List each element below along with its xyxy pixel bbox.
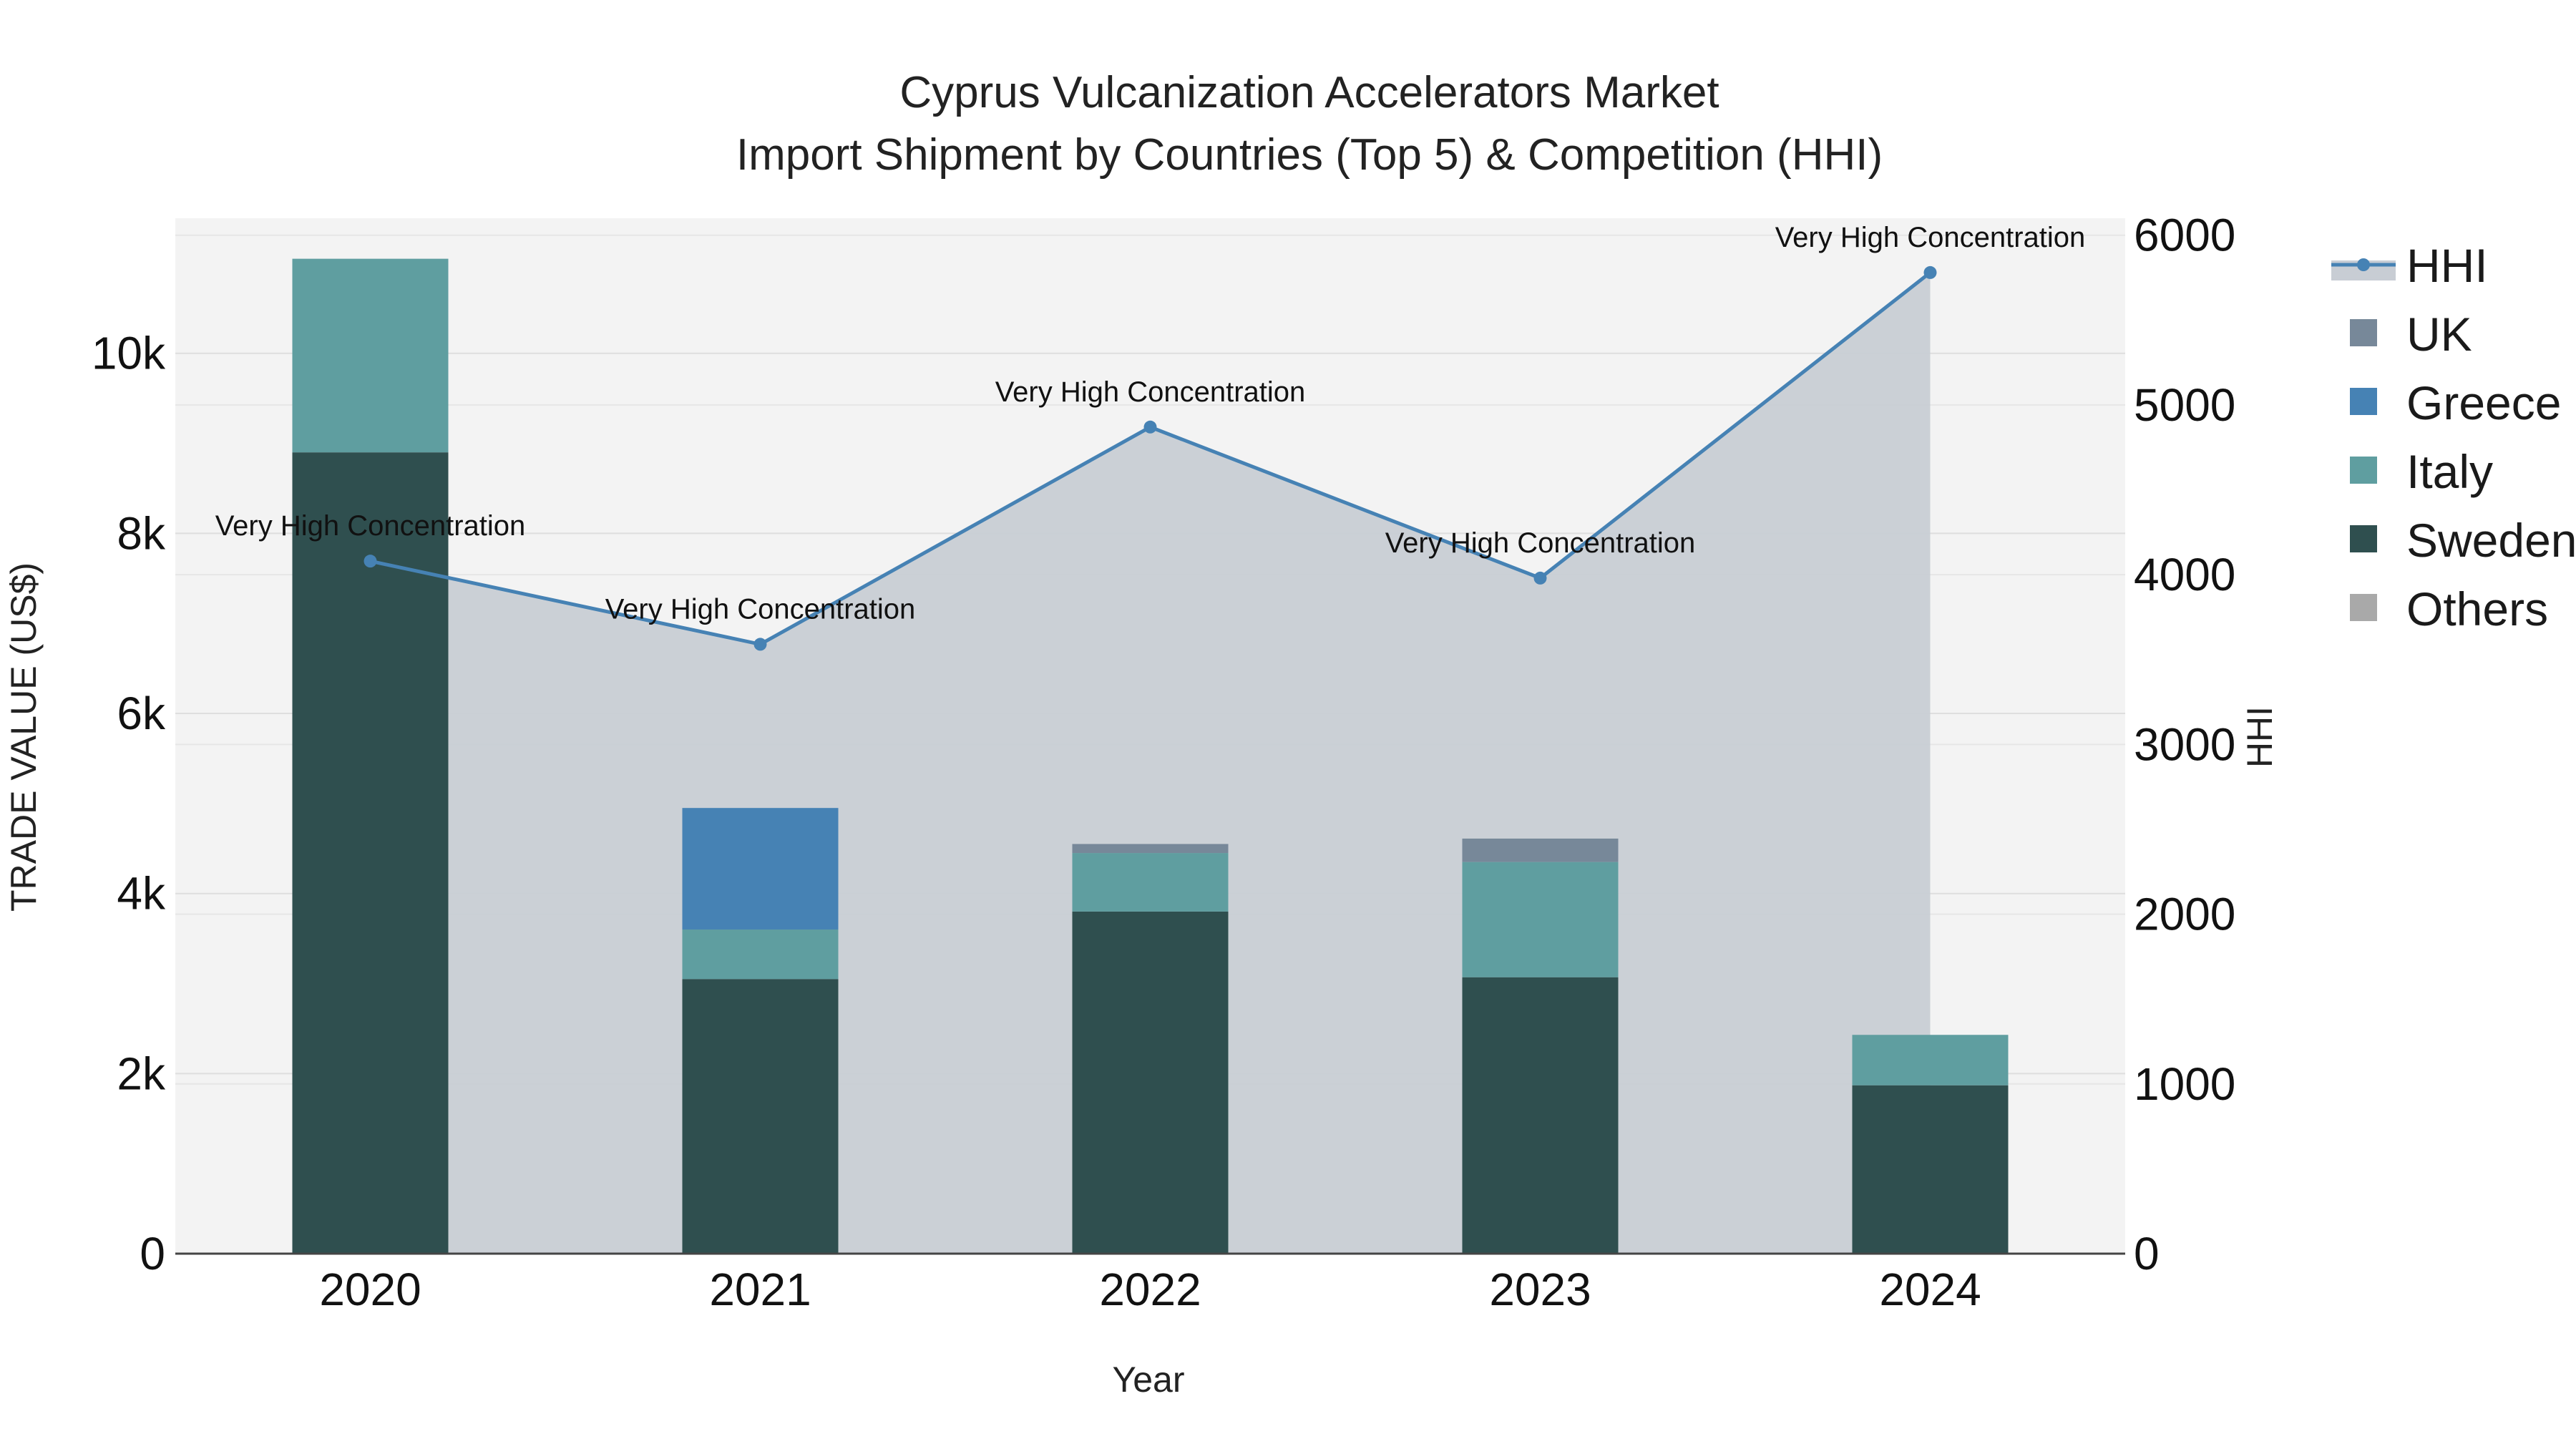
bar-uk-2022: [1072, 844, 1229, 854]
legend-label-hhi: HHI: [2406, 239, 2488, 292]
legend-swatch-hhi-marker: [2357, 258, 2370, 271]
bar-uk-2023: [1462, 838, 1619, 862]
bar-italy-2020: [292, 258, 449, 453]
x-axis-title: Year: [1112, 1360, 1184, 1400]
legend-label-greece: Greece: [2406, 376, 2561, 429]
legend-swatch-italy: [2350, 457, 2377, 484]
bar-sweden-2022: [1072, 911, 1229, 1254]
x-axis-ticks: 2020 2021 2022 2023 2024: [319, 1264, 1981, 1315]
x-tick-label: 2023: [1489, 1264, 1591, 1315]
hhi-annotation-2020: Very High Concentration: [215, 510, 526, 542]
y2-tick-label: 2000: [2134, 889, 2235, 940]
legend-swatch-greece: [2350, 388, 2377, 415]
y2-tick-label: 3000: [2134, 718, 2235, 770]
hhi-marker-2024: [1923, 265, 1937, 279]
bar-sweden-2023: [1462, 977, 1619, 1254]
y2-axis-ticks: 0 1000 2000 3000 4000 5000 6000: [2134, 210, 2235, 1279]
hhi-marker-2023: [1533, 571, 1547, 585]
y-tick-label: 2k: [117, 1048, 166, 1099]
bar-layer: [292, 258, 2009, 1254]
bar-italy-2024: [1852, 1035, 2009, 1085]
legend-swatch-sweden: [2350, 525, 2377, 552]
y2-tick-label: 0: [2134, 1228, 2160, 1279]
bar-italy-2023: [1462, 862, 1619, 977]
chart-title: Cyprus Vulcanization Accelerators Market: [899, 68, 1719, 117]
hhi-marker-2021: [753, 638, 767, 651]
legend-swatch-others: [2350, 594, 2377, 621]
hhi-annotation-2023: Very High Concentration: [1385, 527, 1696, 559]
x-tick-label: 2022: [1099, 1264, 1201, 1315]
hhi-annotation-2021: Very High Concentration: [605, 593, 916, 625]
legend-swatch-uk: [2350, 319, 2377, 346]
x-tick-label: 2020: [319, 1264, 421, 1315]
y-tick-label: 6k: [117, 688, 166, 739]
legend-label-others: Others: [2406, 582, 2548, 635]
y-tick-label: 8k: [117, 507, 166, 559]
y-axis-ticks: 0 2k 4k 6k 8k 10k: [92, 328, 166, 1279]
hhi-line-layer: Very High Concentration Very High Concent…: [215, 222, 2086, 651]
y2-tick-label: 1000: [2134, 1058, 2235, 1110]
x-tick-label: 2024: [1879, 1264, 1981, 1315]
bar-italy-2022: [1072, 853, 1229, 912]
x-tick-label: 2021: [709, 1264, 811, 1315]
bar-sweden-2020: [292, 452, 449, 1254]
y-axis-title: TRADE VALUE (US$): [4, 562, 44, 912]
legend: HHI UK Greece Italy Sweden Others: [2331, 239, 2576, 635]
chart-subtitle: Import Shipment by Countries (Top 5) & C…: [736, 130, 1883, 180]
y2-tick-label: 4000: [2134, 549, 2235, 600]
y2-tick-label: 6000: [2134, 210, 2235, 261]
y2-tick-label: 5000: [2134, 379, 2235, 431]
bar-sweden-2024: [1852, 1085, 2009, 1254]
bar-italy-2021: [682, 930, 839, 980]
legend-label-uk: UK: [2406, 308, 2472, 361]
y2-axis-title: HHI: [2240, 706, 2280, 768]
hhi-marker-2022: [1143, 420, 1157, 434]
y-tick-label: 4k: [117, 868, 166, 919]
y-tick-label: 0: [140, 1228, 165, 1279]
bar-greece-2021: [682, 808, 839, 930]
hhi-annotation-2024: Very High Concentration: [1775, 222, 2086, 253]
hhi-marker-2020: [364, 555, 377, 568]
bar-sweden-2021: [682, 979, 839, 1254]
hhi-annotation-2022: Very High Concentration: [995, 376, 1306, 408]
legend-label-italy: Italy: [2406, 445, 2493, 498]
legend-label-sweden: Sweden: [2406, 514, 2576, 567]
y-tick-label: 10k: [92, 328, 166, 379]
